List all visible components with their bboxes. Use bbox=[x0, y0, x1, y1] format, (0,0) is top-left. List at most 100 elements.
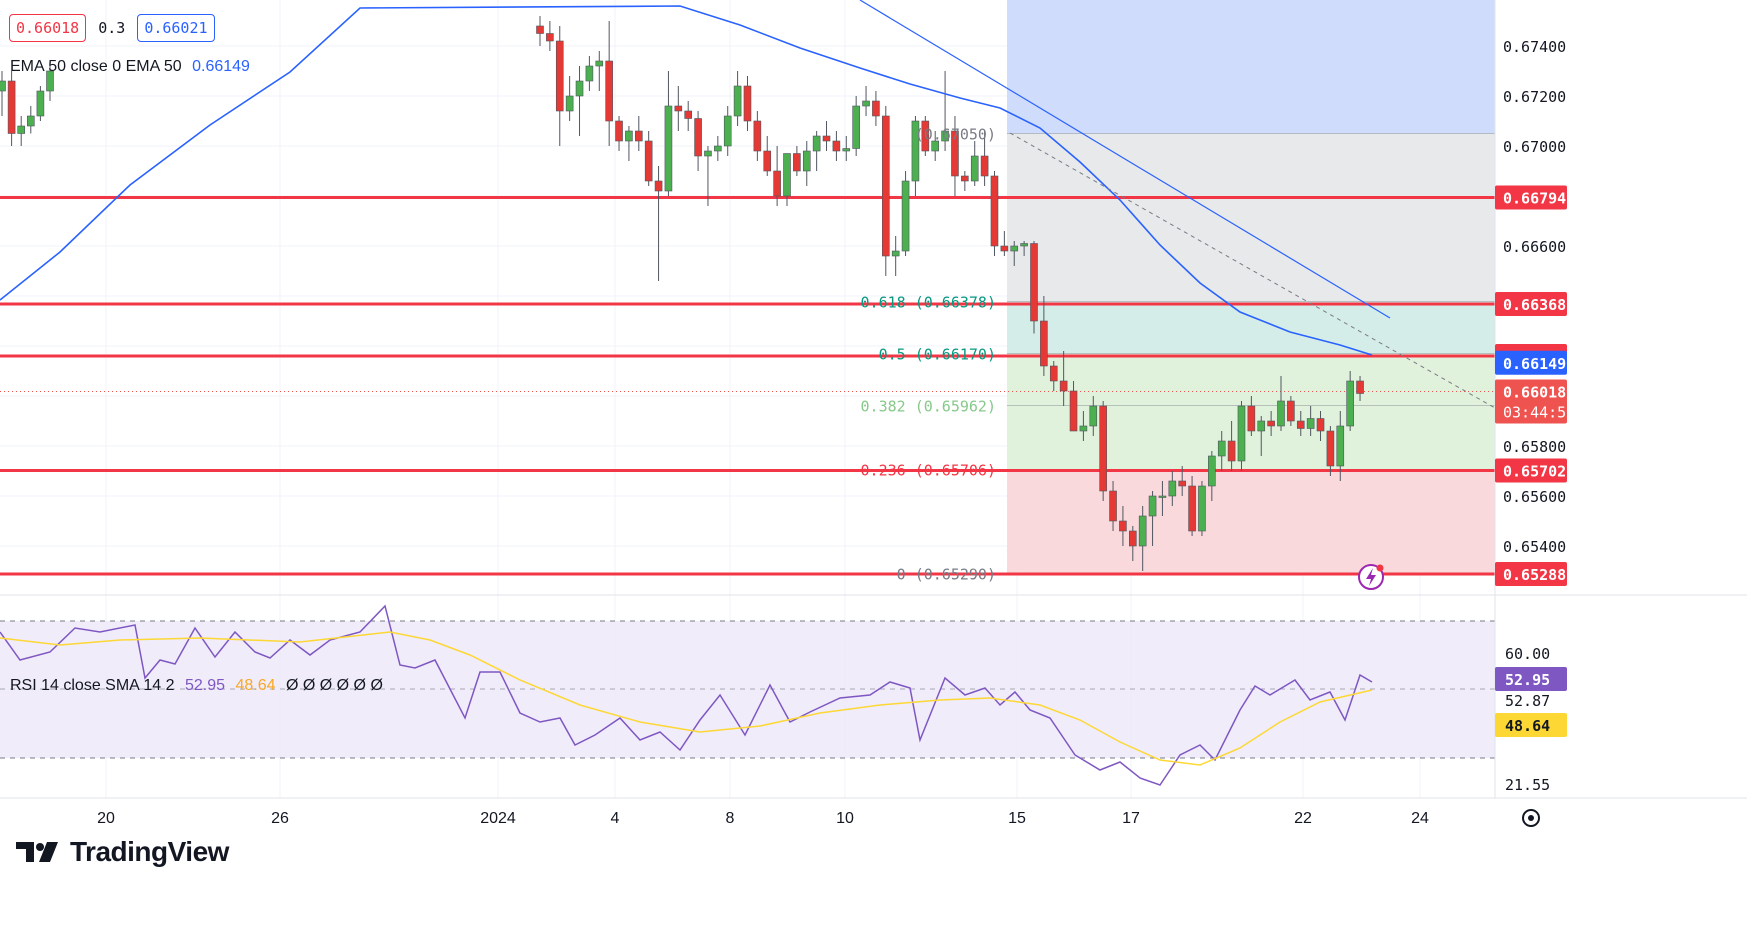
candle-body bbox=[1030, 243, 1038, 322]
price-tick-label: 0.67400 bbox=[1503, 38, 1566, 56]
time-tick-label: 22 bbox=[1294, 810, 1312, 827]
candle-body bbox=[872, 100, 880, 117]
candle bbox=[1237, 401, 1246, 471]
candle-body bbox=[1049, 365, 1058, 382]
candle-body bbox=[714, 145, 722, 152]
buy-price[interactable]: 0.66021 bbox=[137, 14, 215, 42]
level-tag-bg bbox=[1495, 562, 1567, 586]
candle bbox=[1356, 376, 1364, 401]
rsi-legend[interactable]: RSI 14 close SMA 14 2 52.95 48.64 Ø Ø Ø … bbox=[10, 677, 389, 695]
time-tick-label: 4 bbox=[611, 810, 620, 827]
ema-value: 0.66149 bbox=[192, 58, 250, 75]
candle-body bbox=[674, 105, 683, 112]
candle bbox=[714, 136, 722, 161]
candle-body bbox=[1277, 400, 1285, 427]
candle bbox=[1059, 351, 1068, 406]
candle bbox=[911, 116, 920, 196]
candle bbox=[615, 116, 623, 151]
level-tag: 0.65702 bbox=[1495, 458, 1567, 483]
candle bbox=[822, 121, 831, 151]
candle-body bbox=[1227, 440, 1236, 462]
time-tick-label: 26 bbox=[271, 810, 289, 827]
sell-price[interactable]: 0.66018 bbox=[9, 14, 87, 42]
candle-body bbox=[0, 80, 6, 92]
candle-body bbox=[1119, 520, 1127, 532]
candle-body bbox=[1069, 390, 1078, 432]
candle bbox=[1069, 381, 1078, 432]
settings-gear-icon[interactable] bbox=[1522, 809, 1540, 827]
candle bbox=[7, 71, 16, 146]
candle bbox=[891, 236, 900, 276]
rsi-band bbox=[0, 621, 1495, 758]
candle-body bbox=[793, 153, 801, 172]
candle bbox=[743, 76, 752, 131]
candle bbox=[1168, 471, 1177, 506]
candle-body bbox=[17, 125, 26, 134]
rsi-sma-line bbox=[0, 631, 1373, 766]
fib-label: 0.5 (0.66170) bbox=[879, 346, 996, 364]
ema-tag-bg bbox=[1495, 350, 1567, 375]
candle-body bbox=[1178, 480, 1186, 487]
tradingview-logo[interactable]: TradingView bbox=[14, 836, 229, 868]
fib-label: 0.618 (0.66378) bbox=[861, 294, 996, 312]
candle bbox=[990, 171, 999, 256]
price-tick-label: 0.65400 bbox=[1503, 538, 1566, 556]
time-tick-label: 15 bbox=[1008, 810, 1026, 827]
candle-body bbox=[970, 155, 979, 182]
candle bbox=[1020, 241, 1028, 256]
rsi-sma-tag-bg bbox=[1495, 713, 1567, 737]
spread-value: 0.3 bbox=[98, 19, 126, 37]
candle-body bbox=[901, 180, 910, 252]
price-tick-label: 0.66600 bbox=[1503, 238, 1566, 256]
level-tag-text: 0.66794 bbox=[1503, 190, 1566, 208]
candle-body bbox=[575, 80, 584, 97]
candle bbox=[1099, 401, 1107, 501]
rsi-tick-label: 52.87 bbox=[1505, 692, 1550, 710]
candle bbox=[17, 116, 26, 146]
candle bbox=[1247, 396, 1256, 436]
candle bbox=[46, 61, 54, 101]
candle-body bbox=[654, 180, 663, 192]
level-tag-text: 0.65702 bbox=[1503, 463, 1566, 481]
candle bbox=[36, 86, 45, 121]
rsi-extra: Ø Ø Ø Ø Ø Ø bbox=[285, 677, 383, 694]
fib-label: (0.67050) bbox=[915, 126, 996, 144]
candle-body bbox=[753, 120, 762, 152]
candle bbox=[1277, 376, 1285, 431]
price-tick-label: 0.65800 bbox=[1503, 438, 1566, 456]
candle bbox=[1049, 361, 1058, 391]
candle bbox=[605, 21, 613, 146]
alert-lightning-icon[interactable] bbox=[1358, 564, 1384, 590]
candle-body bbox=[1109, 490, 1117, 522]
candle bbox=[1336, 411, 1345, 481]
level-tag: 0.66794 bbox=[1495, 185, 1567, 210]
last-price-text: 0.66018 bbox=[1503, 384, 1566, 402]
candle bbox=[763, 136, 772, 176]
candle-body bbox=[36, 90, 45, 117]
rsi-line bbox=[0, 604, 1373, 786]
candle bbox=[901, 171, 910, 256]
candle bbox=[1346, 371, 1354, 431]
candle-body bbox=[536, 25, 544, 34]
candle bbox=[1119, 506, 1127, 546]
candle-body bbox=[931, 140, 940, 152]
ema-tag: 0.66149 bbox=[1495, 350, 1567, 375]
candle-body bbox=[990, 175, 999, 247]
candle-body bbox=[802, 150, 811, 172]
candle bbox=[941, 71, 949, 151]
candle bbox=[793, 146, 801, 176]
candle bbox=[1296, 411, 1305, 436]
candle-body bbox=[1198, 485, 1206, 532]
alert-icon-bolt bbox=[1366, 568, 1376, 586]
candle bbox=[1326, 426, 1335, 476]
ema-line bbox=[0, 5, 1373, 356]
candle-body bbox=[862, 100, 870, 107]
level-tag-text: 0.66368 bbox=[1503, 296, 1566, 314]
brand-name: TradingView bbox=[70, 836, 229, 867]
candle bbox=[654, 166, 663, 281]
candle-body bbox=[1129, 530, 1137, 547]
candle bbox=[931, 131, 940, 161]
ema-legend[interactable]: EMA 50 close 0 EMA 50 0.66149 bbox=[10, 58, 256, 76]
candle bbox=[26, 106, 35, 134]
